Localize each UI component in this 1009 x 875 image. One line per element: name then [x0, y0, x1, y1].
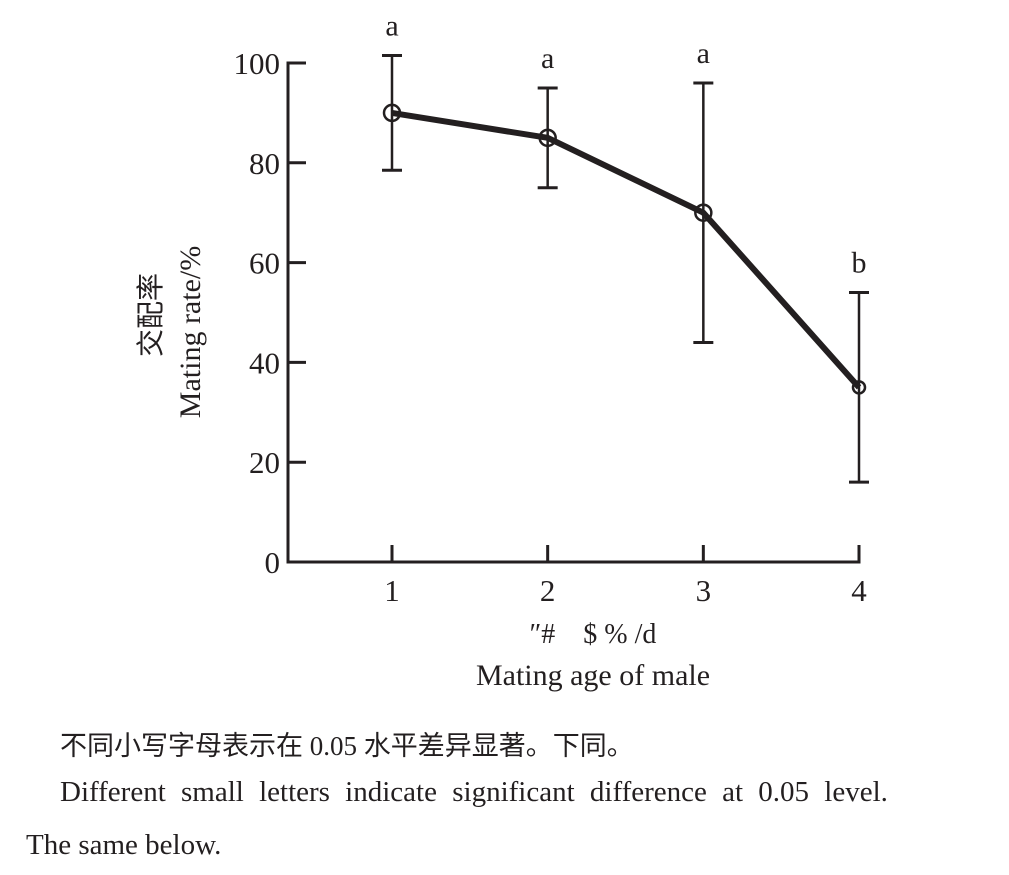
y-axis-label-cn: 交配率: [135, 273, 167, 357]
x-tick-label: 4: [851, 573, 867, 608]
data-point: [851, 380, 867, 395]
y-tick-label: 100: [234, 46, 281, 81]
y-axis-label-en: Mating rate/%: [174, 246, 207, 418]
data-point: [694, 203, 713, 222]
y-tick-label: 20: [249, 445, 280, 480]
x-ticks: 1 2 3 4: [384, 545, 867, 608]
axes: [286, 61, 861, 564]
y-axis-label: 交配率 Mating rate/%: [135, 246, 207, 418]
series-line: [391, 109, 862, 390]
significance-letters: a a a b: [385, 10, 866, 280]
x-tick-label: 2: [540, 573, 556, 608]
significance-letter: a: [385, 10, 398, 43]
x-tick-label: 3: [696, 573, 712, 608]
y-tick-label: 40: [249, 345, 280, 380]
caption-english-line2: The same below.: [26, 829, 222, 861]
y-tick-label: 60: [249, 246, 280, 281]
y-tick-label: 0: [265, 545, 281, 580]
x-axis-label-en: Mating age of male: [476, 659, 710, 692]
x-tick-label: 1: [384, 573, 400, 608]
data-point: [538, 128, 557, 148]
error-bars: [382, 54, 869, 484]
significance-letter: a: [541, 42, 554, 75]
significance-letter: a: [697, 37, 710, 70]
significance-letter: b: [852, 247, 867, 280]
caption-english-line1: Different small letters indicate signifi…: [60, 776, 888, 808]
data-point: [382, 103, 402, 123]
x-axis-label-cn: ″# $ % /d: [530, 619, 657, 650]
y-tick-label: 80: [249, 146, 280, 181]
caption-chinese: 不同小写字母表示在 0.05 水平差异显著。下同。: [60, 731, 634, 761]
y-ticks: 0 20 40 60 80 100: [234, 46, 306, 580]
markers: [382, 103, 867, 395]
